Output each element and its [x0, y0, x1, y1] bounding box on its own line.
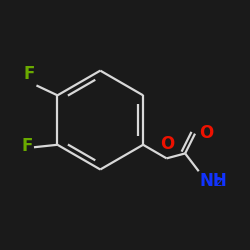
Text: O: O	[160, 135, 174, 153]
Text: F: F	[21, 137, 33, 155]
Text: NH: NH	[200, 172, 228, 190]
Text: F: F	[24, 66, 35, 84]
Text: 2: 2	[214, 176, 222, 190]
Text: O: O	[200, 124, 214, 142]
